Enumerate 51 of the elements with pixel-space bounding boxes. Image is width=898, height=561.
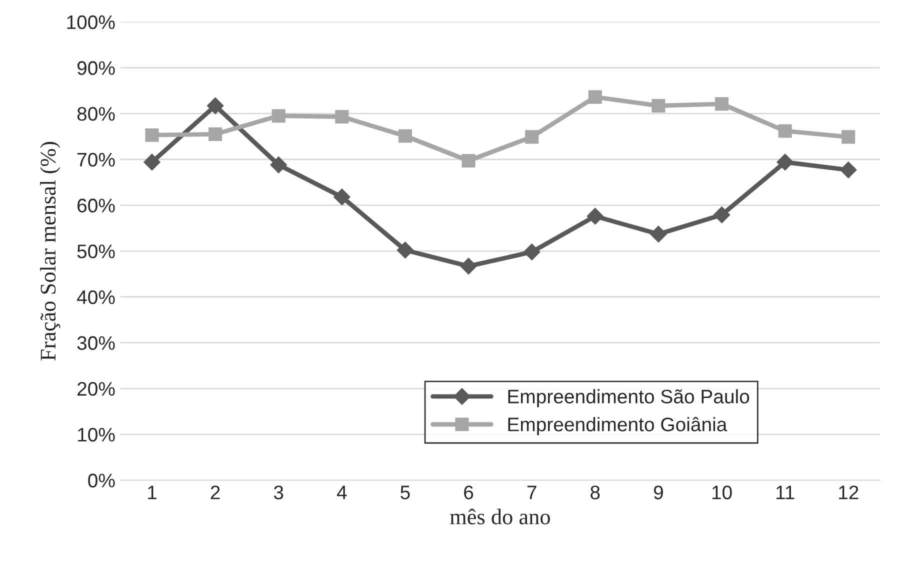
x-tick-label: 2 bbox=[210, 486, 220, 500]
point bbox=[334, 188, 350, 206]
x-tick-label: 8 bbox=[590, 486, 600, 500]
x-tick-label: 1 bbox=[148, 486, 156, 500]
x-axis-title: mês do ano bbox=[450, 508, 550, 524]
legend-label: Empreendimento Goiânia bbox=[508, 417, 728, 436]
y-tick-label: 40% bbox=[77, 290, 115, 304]
y-axis-title: Fração Solar mensal (%) bbox=[40, 142, 60, 361]
y-tick-label: 70% bbox=[78, 152, 115, 167]
point bbox=[144, 154, 160, 171]
point bbox=[713, 206, 730, 224]
y-tick-label: 50% bbox=[77, 244, 115, 258]
y-tick-label: 10% bbox=[78, 428, 115, 442]
point bbox=[145, 128, 159, 142]
point bbox=[272, 109, 286, 123]
point bbox=[776, 154, 794, 171]
x-tick-label: 10 bbox=[712, 486, 732, 500]
x-tick-label: 6 bbox=[464, 486, 474, 500]
point bbox=[842, 130, 856, 144]
point bbox=[396, 242, 414, 259]
point bbox=[588, 90, 602, 104]
y-tick-label: 20% bbox=[78, 382, 115, 396]
point bbox=[523, 244, 540, 260]
x-tick-label: 4 bbox=[336, 486, 347, 500]
point bbox=[460, 258, 477, 275]
x-tick-label: 7 bbox=[527, 486, 536, 500]
legend-label: Empreendimento São Paulo bbox=[508, 389, 750, 408]
point bbox=[206, 97, 224, 114]
point bbox=[208, 127, 222, 141]
y-tick-label: 80% bbox=[77, 107, 115, 121]
point bbox=[840, 162, 857, 178]
y-tick-label: 60% bbox=[78, 198, 115, 212]
point bbox=[715, 97, 729, 111]
y-tick-label: 90% bbox=[77, 61, 115, 75]
y-tick-label: 0% bbox=[88, 474, 115, 488]
point bbox=[335, 110, 349, 124]
point bbox=[778, 124, 792, 138]
x-tick-label: 5 bbox=[400, 486, 410, 500]
point bbox=[462, 154, 476, 168]
y-tick-label: 100% bbox=[67, 15, 115, 30]
point bbox=[650, 226, 667, 242]
point bbox=[270, 156, 287, 174]
x-tick-label: 11 bbox=[776, 486, 794, 500]
y-tick-label: 30% bbox=[77, 336, 115, 350]
point bbox=[586, 208, 604, 225]
point bbox=[525, 130, 539, 144]
point bbox=[652, 98, 666, 113]
x-tick-label: 3 bbox=[274, 486, 284, 500]
x-tick-label: 9 bbox=[654, 486, 663, 500]
point bbox=[398, 129, 412, 143]
x-tick-label: 12 bbox=[839, 486, 858, 500]
